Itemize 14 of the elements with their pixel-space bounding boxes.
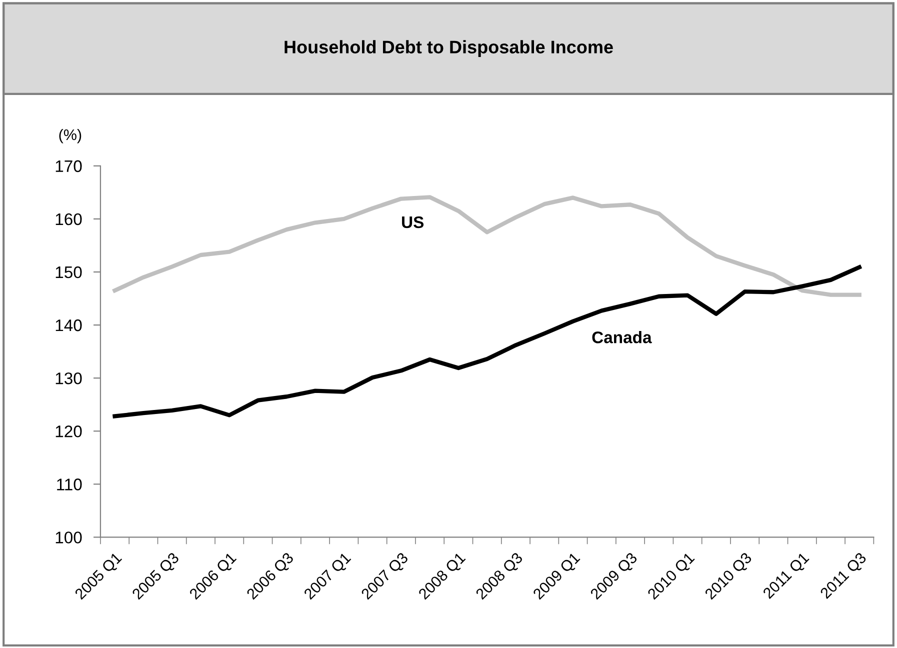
y-tick-label: 170 (56, 160, 82, 172)
y-tick-label: 150 (56, 266, 82, 278)
line-series (112, 195, 862, 297)
series-label: US (402, 216, 424, 228)
chart-title: Household Debt to Disposable Income (284, 40, 613, 58)
y-tick-label: 160 (56, 213, 82, 226)
y-tick-label: 130 (56, 372, 82, 384)
y-tick-label: 120 (56, 426, 82, 438)
y-axis-title: (%) (59, 128, 82, 144)
y-tick-label: 140 (56, 319, 82, 332)
series-label: Canada (592, 331, 652, 344)
y-tick-label: 100 (56, 532, 82, 544)
y-tick-label: 110 (57, 478, 82, 490)
line-series (112, 265, 862, 418)
